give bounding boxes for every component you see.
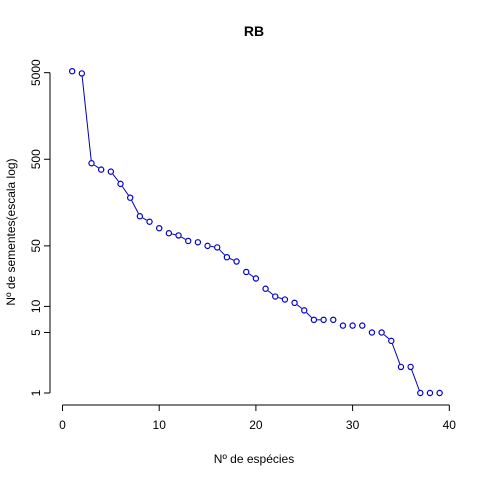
- x-tick-label: 0: [59, 418, 66, 432]
- data-point: [146, 218, 153, 225]
- series-line-segment: [181, 236, 186, 240]
- data-point: [97, 166, 105, 173]
- data-point: [397, 363, 405, 371]
- data-point: [349, 322, 356, 329]
- data-point: [262, 285, 269, 292]
- x-tick-label: 40: [443, 418, 457, 432]
- series-line-segment: [112, 173, 119, 182]
- data-point: [233, 258, 240, 265]
- x-tick-label: 20: [249, 418, 263, 432]
- data-point: [88, 160, 95, 167]
- data-point: [68, 67, 76, 75]
- data-point: [252, 275, 260, 282]
- series-line-segment: [142, 217, 147, 221]
- y-tick-label: 1: [29, 389, 43, 396]
- data-point: [194, 239, 202, 246]
- data-point: [359, 322, 366, 329]
- y-tick-label: 500: [29, 149, 43, 169]
- y-tick-label: 50: [29, 239, 43, 253]
- data-point: [417, 389, 424, 397]
- data-point: [368, 329, 376, 336]
- data-point: [136, 213, 144, 220]
- series-line-segment: [306, 312, 312, 318]
- series-line-segment: [411, 369, 420, 391]
- data-point: [165, 230, 173, 237]
- series-line-segment: [121, 186, 129, 196]
- data-point: [214, 244, 221, 251]
- series-line-segment: [278, 297, 283, 300]
- data-point: [272, 293, 279, 300]
- data-point: [117, 180, 124, 188]
- y-axis-label: Nº de sementes(escala log): [4, 158, 18, 305]
- data-point: [78, 70, 86, 77]
- series-line-segment: [248, 273, 254, 278]
- data-point: [426, 389, 434, 397]
- data-point: [204, 242, 211, 250]
- data-point: [126, 194, 134, 201]
- data-point: [301, 307, 308, 314]
- x-tick-label: 10: [153, 418, 167, 432]
- data-point: [185, 237, 192, 245]
- y-tick-label: 5: [29, 329, 43, 336]
- data-point: [155, 224, 163, 232]
- data-point: [223, 253, 231, 261]
- series-line-segment: [296, 304, 303, 309]
- series-line-segment: [93, 164, 99, 169]
- x-axis-label: Nº de espécies: [214, 452, 294, 466]
- data-point: [339, 322, 347, 329]
- series-line-segment: [391, 343, 401, 365]
- data-point: [388, 337, 395, 345]
- series-line-segment: [267, 290, 274, 295]
- data-point: [436, 389, 443, 397]
- x-tick-label: 30: [346, 418, 360, 432]
- axes: 0 10 20 30 40 1 5 10 50 500 5000: [29, 59, 456, 432]
- data-point: [310, 316, 318, 324]
- series-line-segment: [81, 76, 92, 161]
- data-point: [107, 168, 115, 175]
- y-tick-label: 5000: [29, 59, 43, 86]
- series-line-segment: [229, 258, 234, 261]
- chart-title: RB: [244, 23, 264, 39]
- series-line-segment: [383, 334, 390, 340]
- series-line-segment: [171, 233, 176, 236]
- series-line-segment: [131, 200, 139, 214]
- data-point: [175, 232, 182, 239]
- series-line-segment: [210, 245, 215, 248]
- data-point: [243, 268, 250, 276]
- series-line-segment: [219, 249, 225, 256]
- data-marks: [68, 67, 443, 397]
- data-point: [281, 296, 289, 303]
- data-point: [407, 363, 414, 371]
- y-tick-label: 10: [29, 299, 43, 313]
- data-point: [378, 329, 385, 336]
- data-point: [291, 299, 298, 307]
- data-point: [320, 316, 327, 324]
- data-point: [330, 316, 337, 324]
